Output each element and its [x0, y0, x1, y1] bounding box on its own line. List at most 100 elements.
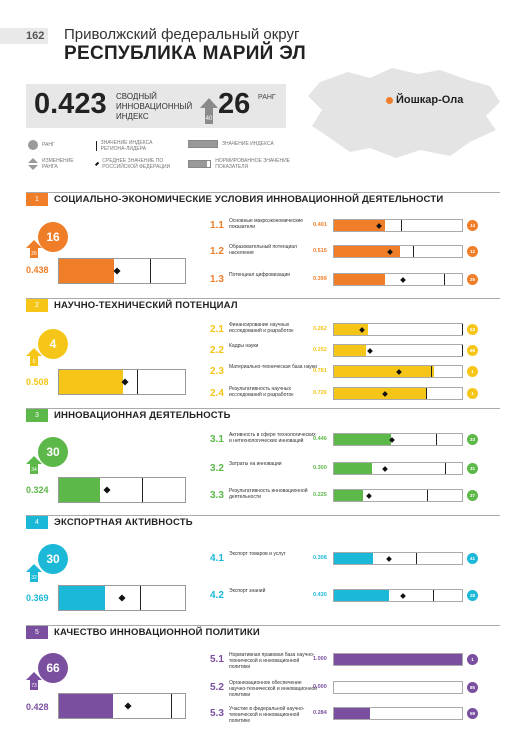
subindex-number: 5.1 — [210, 654, 224, 665]
subindex-value: 0.000 — [313, 684, 327, 690]
section-rank-circle: 30 — [38, 437, 68, 467]
legend-change-label: ИЗМЕНЕНИЕ РАНГА — [42, 158, 74, 170]
section-avg-marker — [124, 702, 132, 710]
subindex-number: 2.3 — [210, 366, 224, 377]
subindex-label: Кадры науки — [229, 343, 259, 349]
subindex-label: Экспорт товаров и услуг — [229, 551, 286, 557]
subindex-rank-circle: 12 — [467, 246, 478, 257]
section-leader-rank: 73 — [31, 683, 37, 689]
capital-label: Йошкар-Ола — [396, 94, 464, 106]
subindex-label: Результативность инновационной деятельно… — [229, 488, 308, 500]
subindex-rank-circle: 25 — [467, 274, 478, 285]
subindex-fill — [334, 434, 392, 445]
subindex-value: 0.300 — [313, 465, 327, 471]
legend-avg: СРЕДНЕЕ ЗНАЧЕНИЕ ПО РОССИЙСКОЙ ФЕДЕРАЦИИ — [94, 158, 176, 170]
region-title: РЕСПУБЛИКА МАРИЙ ЭЛ — [64, 43, 306, 64]
section-index-fill — [59, 259, 115, 283]
subindex-number: 3.1 — [210, 434, 224, 445]
subindex-fill — [334, 246, 400, 257]
subindex-rank-circle: 41 — [467, 553, 478, 564]
legend-avg-label: СРЕДНЕЕ ЗНАЧЕНИЕ ПО РОССИЙСКОЙ ФЕДЕРАЦИИ — [102, 158, 171, 170]
subindex-leader-mark — [426, 388, 428, 399]
region-map — [308, 68, 500, 158]
subindex-label: Экспорт знаний — [229, 588, 266, 594]
subindex-number: 3.3 — [210, 490, 224, 501]
subindex-number: 2.4 — [210, 388, 224, 399]
legend-normalized-label: НОРМИРОВАННОЕ ЗНАЧЕНИЕ ПОКАЗАТЕЛЯ — [215, 158, 291, 170]
section-index-fill — [59, 370, 123, 394]
subindex-number: 2.1 — [210, 324, 224, 335]
rank-change-icon: 34 — [26, 456, 42, 474]
subindex-fill — [334, 553, 374, 564]
subindex-rank-circle: 33 — [467, 434, 478, 445]
subindex-value: 0.781 — [313, 368, 327, 374]
summary-box: 0.423 СВОДНЫЙ ИННОВАЦИОННЫЙ ИНДЕКС 40 26… — [26, 84, 286, 128]
rank-change-icon: 32 — [26, 564, 42, 582]
section-leader-rank: 34 — [31, 467, 37, 473]
section-number: 5 — [26, 626, 48, 639]
subindex-bar — [333, 653, 463, 666]
section-index-value: 0.428 — [26, 702, 49, 712]
section-leader-rank: 6 — [33, 359, 36, 365]
subindex-leader-mark — [462, 324, 463, 335]
subindex-label: Потенциал цифровизации — [229, 272, 291, 278]
section-leader-mark — [139, 586, 141, 610]
subindex-bar — [333, 219, 463, 232]
subindex-leader-mark — [413, 246, 415, 257]
subindex-value: 0.252 — [313, 347, 327, 353]
subindex-leader-mark — [400, 220, 402, 231]
subindex-label: Основные макроэкономические показатели — [229, 218, 304, 230]
section-leader-mark — [142, 478, 144, 502]
subindex-avg-marker — [400, 276, 406, 283]
legend-leader-label: ЗНАЧЕНИЕ ИНДЕКСА РЕГИОНА-ЛИДЕРА — [100, 140, 153, 152]
subindex-rank-circle: 14 — [467, 220, 478, 231]
subindex-bar — [333, 323, 463, 336]
section-number: 3 — [26, 409, 48, 422]
bar-outline-icon — [188, 160, 212, 168]
section-index-fill — [59, 694, 113, 718]
subindex-label: Активность в сфере технологических и нет… — [229, 432, 316, 444]
subindex-label: Нормативная правовая база научно-техниче… — [229, 652, 315, 670]
subindex-label: Затраты на инновации — [229, 461, 282, 467]
section-avg-marker — [103, 486, 111, 494]
section-leader-mark — [149, 259, 151, 283]
subindex-value: 0.308 — [313, 555, 327, 561]
rank-change-arrows-icon — [28, 158, 38, 170]
bar-icon — [188, 140, 218, 148]
subindex-bar — [333, 387, 463, 400]
subindex-fill — [334, 220, 386, 231]
section-header-3: 3 ИННОВАЦИОННАЯ ДЕЯТЕЛЬНОСТЬ — [26, 408, 500, 422]
section-index-bar — [58, 369, 186, 395]
legend-leader: ЗНАЧЕНИЕ ИНДЕКСА РЕГИОНА-ЛИДЕРА — [96, 140, 166, 152]
subindex-rank-circle: 85 — [467, 682, 478, 693]
section-title: СОЦИАЛЬНО-ЭКОНОМИЧЕСКИЕ УСЛОВИЯ ИННОВАЦИ… — [54, 194, 444, 205]
section-index-bar — [58, 477, 186, 503]
subindex-label: Материально-техническая база науки — [229, 364, 317, 370]
subindex-fill — [334, 345, 367, 356]
section-index-value: 0.438 — [26, 265, 49, 275]
subindex-leader-mark — [444, 274, 446, 285]
section-rank-circle: 4 — [38, 329, 68, 359]
subindex-bar — [333, 552, 463, 565]
summary-index-label: СВОДНЫЙ ИННОВАЦИОННЫЙ ИНДЕКС — [116, 92, 192, 122]
subindex-value: 0.284 — [313, 710, 327, 716]
section-index-value: 0.508 — [26, 377, 49, 387]
section-title: ИННОВАЦИОННАЯ ДЕЯТЕЛЬНОСТЬ — [54, 410, 231, 421]
rank-change-icon: 6 — [26, 348, 42, 366]
legend-normalized: НОРМИРОВАННОЕ ЗНАЧЕНИЕ ПОКАЗАТЕЛЯ — [188, 158, 298, 170]
subindex-bar — [333, 433, 463, 446]
subindex-leader-mark — [431, 366, 433, 377]
section-title: КАЧЕСТВО ИННОВАЦИОННОЙ ПОЛИТИКИ — [54, 627, 260, 638]
summary-leader-rank: 40 — [206, 116, 213, 122]
subindex-bar — [333, 245, 463, 258]
subindex-fill — [334, 366, 434, 377]
summary-label-line: СВОДНЫЙ — [116, 92, 157, 101]
district-title: Приволжский федеральный округ — [64, 26, 300, 43]
subindex-rank-circle: 37 — [467, 490, 478, 501]
section-title: ЭКСПОРТНАЯ АКТИВНОСТЬ — [54, 517, 193, 528]
subindex-fill — [334, 590, 390, 601]
section-leader-rank: 26 — [31, 251, 37, 257]
subindex-fill — [334, 654, 462, 665]
circle-icon — [28, 140, 38, 150]
legend-rank: РАНГ — [28, 140, 55, 150]
